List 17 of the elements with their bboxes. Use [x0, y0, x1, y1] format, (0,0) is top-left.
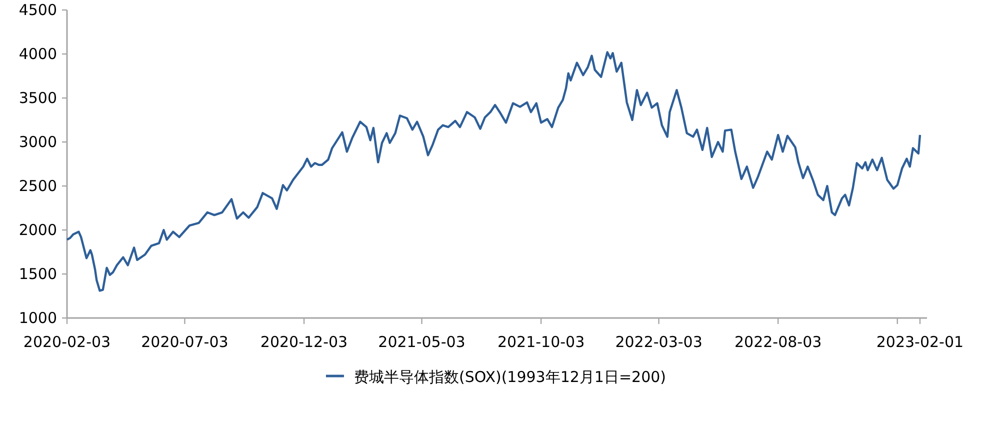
y-tick-label: 3000: [18, 133, 57, 151]
x-tick-label: 2022-03-03: [615, 333, 702, 351]
x-tick-label: 2020-12-03: [260, 333, 348, 351]
x-tick-label: 2020-07-03: [141, 333, 228, 351]
x-tick-label: 2021-05-03: [378, 333, 466, 351]
x-tick-label: 2021-10-03: [497, 333, 585, 351]
x-tick-label: 2022-08-03: [734, 333, 822, 351]
y-tick-label: 2500: [18, 177, 57, 195]
y-tick-label: 1000: [18, 309, 57, 327]
x-tick-label: 2023-02-01: [876, 333, 964, 351]
x-tick-label: 2020-02-03: [23, 333, 111, 351]
y-tick-label: 2000: [18, 221, 57, 239]
y-tick-label: 3500: [18, 89, 57, 107]
y-tick-label: 4000: [18, 45, 57, 63]
y-tick-label: 1500: [18, 265, 57, 283]
legend: 费城半导体指数(SOX)(1993年12月1日=200): [326, 368, 666, 386]
y-tick-label: 4500: [18, 1, 57, 19]
